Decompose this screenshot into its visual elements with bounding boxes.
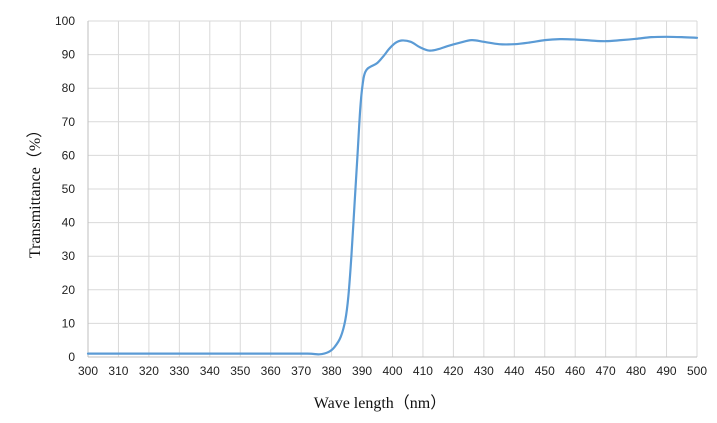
x-tick-label-470: 470 — [596, 364, 616, 378]
tick-labels: 300 310 320 330 340 350 360 370 380 390 400 410 420 4… — [55, 14, 707, 378]
y-tick-label-50: 50 — [62, 182, 76, 196]
y-tick-label-20: 20 — [62, 283, 76, 297]
x-tick-label-390: 390 — [352, 364, 372, 378]
x-tick-label-410: 410 — [413, 364, 433, 378]
y-tick-label-70: 70 — [62, 115, 76, 129]
x-tick-label-300: 300 — [78, 364, 98, 378]
x-tick-label-310: 310 — [108, 364, 128, 378]
grid-layer — [88, 20, 698, 357]
x-axis-title: Wave length（nm） — [314, 394, 446, 412]
x-tick-label-420: 420 — [443, 364, 463, 378]
series-layer — [86, 35, 699, 356]
x-tick-label-440: 440 — [504, 364, 524, 378]
x-tick-label-460: 460 — [565, 364, 585, 378]
x-tick-label-500: 500 — [687, 364, 707, 378]
y-tick-label-100: 100 — [55, 14, 75, 28]
y-tick-label-90: 90 — [62, 48, 76, 62]
y-tick-label-80: 80 — [62, 81, 76, 95]
x-tick-label-490: 490 — [657, 364, 677, 378]
y-axis-title: Transmittance（%） — [26, 122, 44, 258]
y-tick-label-0: 0 — [68, 350, 75, 364]
y-tick-label-10: 10 — [62, 316, 76, 330]
y-tick-label-30: 30 — [62, 249, 76, 263]
y-tick-label-60: 60 — [62, 148, 76, 162]
axis-layer — [87, 21, 697, 358]
x-tick-label-400: 400 — [382, 364, 402, 378]
x-tick-label-320: 320 — [139, 364, 159, 378]
x-tick-label-350: 350 — [230, 364, 250, 378]
x-tick-label-380: 380 — [322, 364, 342, 378]
x-tick-label-340: 340 — [200, 364, 220, 378]
x-tick-label-430: 430 — [474, 364, 494, 378]
x-tick-label-480: 480 — [626, 364, 646, 378]
x-tick-label-360: 360 — [261, 364, 281, 378]
series-line-0 — [86, 35, 699, 356]
y-tick-label-40: 40 — [62, 216, 76, 230]
x-tick-label-370: 370 — [291, 364, 311, 378]
x-tick-label-330: 330 — [169, 364, 189, 378]
x-tick-label-450: 450 — [535, 364, 555, 378]
